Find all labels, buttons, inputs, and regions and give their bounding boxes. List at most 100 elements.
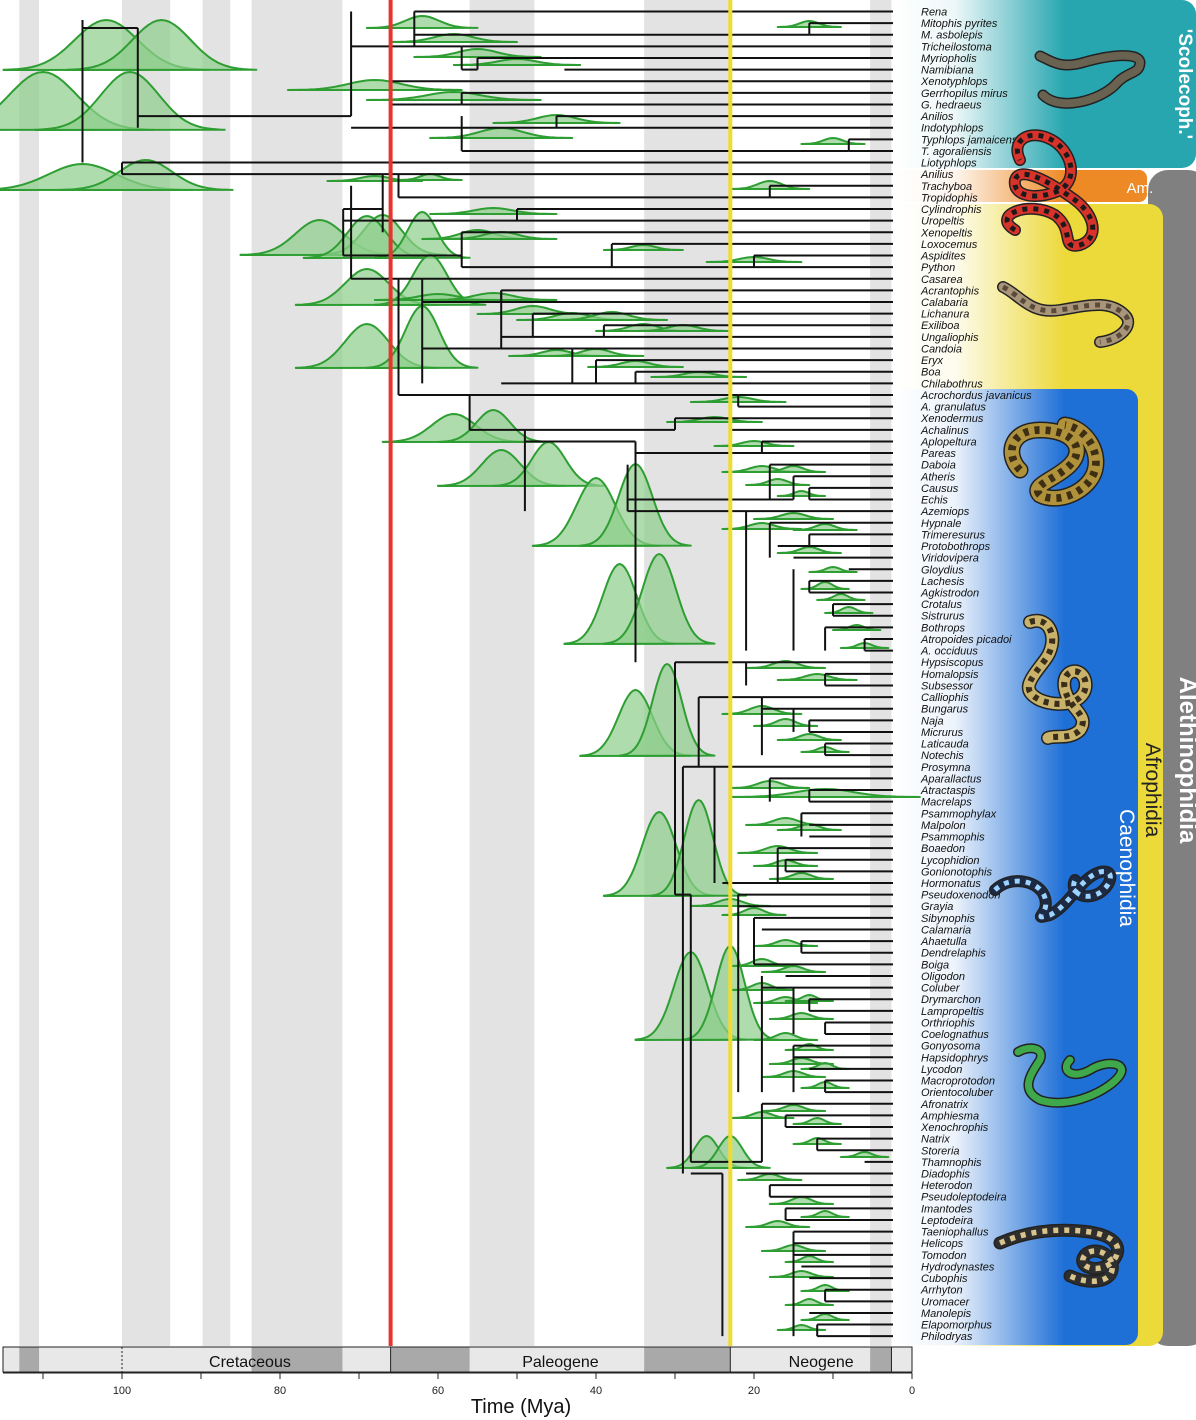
tip-label: Subsessor	[921, 680, 974, 692]
krait-icon-body	[990, 867, 1115, 922]
period-label: Cretaceous	[209, 1354, 291, 1371]
snake-illustrations	[989, 50, 1146, 1288]
node-age-density	[768, 1196, 834, 1205]
rattlesnake-icon	[1021, 613, 1093, 745]
period-shade	[870, 1347, 892, 1372]
period-shade	[251, 1347, 343, 1372]
time-stripes	[19, 0, 892, 1346]
node-age-density	[753, 718, 819, 727]
clade-label-afrophidia: Afrophidia	[1141, 743, 1164, 838]
tip-label: Anilius	[920, 169, 954, 181]
time-axis: Cretaceous Paleogene Neogene 100 80 60 40 20 0 Ti…	[2, 1346, 915, 1418]
tip-label: M. asbolepis	[921, 30, 983, 42]
node-age-density	[666, 416, 763, 423]
tip-label: Natrix	[921, 1134, 950, 1146]
tip-label: Heterodon	[921, 1180, 972, 1192]
tip-label: A. granulatus	[920, 402, 986, 414]
tip-label: Loxocemus	[921, 239, 978, 251]
tip-label: Gonyosoma	[921, 1041, 980, 1053]
tip-label: Micrurus	[921, 727, 964, 739]
tip-label: Cylindrophis	[921, 204, 982, 216]
node-age-density	[429, 207, 558, 215]
tip-label: Prosymna	[921, 762, 971, 774]
clade-label-scolecophidia: 'Scolecoph.'	[1174, 29, 1195, 139]
node-age-density	[776, 673, 858, 681]
tip-label: Aplopeltura	[920, 436, 977, 448]
green-snake-icon	[1013, 1043, 1127, 1108]
stage-stripe	[202, 0, 231, 1346]
tip-label: Orientocoluber	[921, 1087, 994, 1099]
stage-stripe	[644, 0, 731, 1346]
tip-label: Pseudoleptodeira	[921, 1192, 1007, 1204]
tip-label: Drymarchon	[921, 994, 981, 1006]
period-label: Paleogene	[522, 1354, 599, 1371]
blind-snake-icon-body	[1036, 51, 1145, 108]
viper-icon	[1003, 416, 1105, 507]
tip-label: Helicops	[921, 1238, 964, 1250]
tip-label: Lichanura	[921, 309, 969, 321]
tip-label: Afronatrix	[920, 1099, 969, 1111]
tip-label: Anilios	[920, 111, 954, 123]
tip-label: Eryx	[921, 355, 944, 367]
tip-label: Malpolon	[921, 820, 966, 832]
node-age-density	[808, 566, 858, 573]
tip-label: Dendrelaphis	[921, 948, 986, 960]
axis-tick-label: 20	[748, 1385, 760, 1397]
tip-label: Oligodon	[921, 971, 965, 983]
tip-label: Causus	[921, 483, 959, 495]
node-age-density	[816, 593, 866, 601]
tip-label: Bothrops	[921, 622, 966, 634]
node-age-density	[760, 465, 827, 473]
node-age-density	[768, 872, 834, 880]
tip-label: Psammophylax	[921, 808, 997, 820]
tip-label: Imantodes	[921, 1203, 973, 1215]
tip-label: Azemiops	[920, 506, 970, 518]
tip-label: Casarea	[921, 274, 963, 286]
tip-label: Ungaliophis	[921, 332, 979, 344]
tip-label: Acrochordus javanicus	[920, 390, 1032, 402]
tip-label: Ahaetulla	[920, 936, 967, 948]
tip-label: Taeniophallus	[921, 1227, 989, 1239]
stage-stripe	[19, 0, 40, 1346]
tip-label: Lycophidion	[921, 855, 980, 867]
stage-stripe	[122, 0, 171, 1346]
node-age-density	[753, 1032, 819, 1041]
green-snake-icon-body	[1014, 1044, 1126, 1107]
tip-label: Lachesis	[921, 576, 965, 588]
tip-label: Calamaria	[921, 924, 971, 936]
krait-icon	[989, 865, 1117, 923]
tip-label: Aparallactus	[920, 773, 982, 785]
node-age-density	[792, 523, 858, 531]
node-age-density	[737, 1173, 803, 1181]
period-shade	[19, 1347, 40, 1372]
node-age-density	[745, 660, 827, 669]
tip-label: Coluber	[921, 983, 961, 995]
node-age-density	[618, 663, 716, 757]
tip-label: Macrelaps	[921, 797, 972, 809]
tip-label: Xenotyphlops	[920, 76, 988, 88]
node-age-density	[721, 522, 803, 530]
tip-label: Lampropeltis	[921, 1006, 984, 1018]
coral-snake-icon-pattern	[1004, 132, 1096, 249]
tip-label: Orthriophis	[921, 1017, 975, 1029]
tip-label: A. occiduus	[920, 646, 978, 658]
tip-label: Viridovipera	[921, 553, 979, 565]
coral-snake-icon	[1001, 129, 1099, 252]
tip-label: Notechis	[921, 750, 964, 762]
node-age-density	[745, 478, 811, 486]
node-age-density	[753, 512, 834, 520]
period-shade	[644, 1347, 731, 1372]
tip-label: T. agoraliensis	[921, 146, 992, 158]
tip-label: Uromacer	[921, 1296, 971, 1308]
stage-stripe	[469, 0, 535, 1346]
tip-label: Python	[921, 262, 955, 274]
tip-label: Psammophis	[921, 832, 985, 844]
node-age-density	[800, 1210, 850, 1218]
node-age-density	[365, 91, 542, 101]
axis-tick-label: 100	[113, 1385, 131, 1397]
tip-label: Trimeresurus	[921, 529, 985, 541]
tip-label: Uropeltis	[921, 216, 965, 228]
node-age-density	[768, 1270, 834, 1278]
node-age-density	[413, 48, 542, 58]
